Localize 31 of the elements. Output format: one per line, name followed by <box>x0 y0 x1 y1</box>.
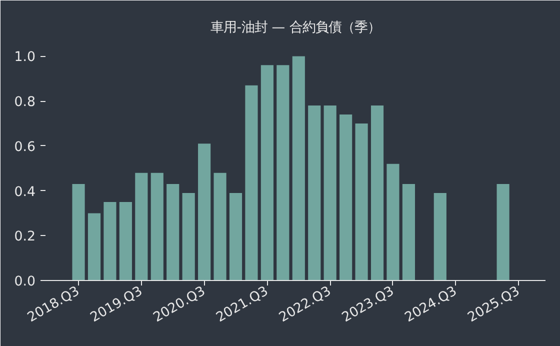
bar <box>355 123 368 280</box>
y-tick-label: 0.0 <box>14 274 36 290</box>
bar <box>260 65 274 280</box>
bar <box>402 184 415 280</box>
y-tick-label: 0.4 <box>14 184 36 200</box>
y-tick-label: 0.6 <box>14 140 36 155</box>
bar <box>340 114 352 280</box>
bar <box>135 172 148 280</box>
bar <box>245 85 258 280</box>
bar <box>182 193 195 280</box>
bar <box>72 184 85 280</box>
bar <box>166 184 180 280</box>
bar <box>198 144 211 280</box>
bar <box>150 172 164 280</box>
bar <box>496 184 510 280</box>
bar <box>434 193 446 280</box>
y-tick-label: 0.8 <box>14 95 36 110</box>
bar <box>370 106 384 280</box>
y-tick-label: 1.0 <box>14 50 36 66</box>
bar <box>88 213 101 280</box>
bar <box>292 56 305 280</box>
bar <box>308 106 321 280</box>
bar <box>386 164 400 280</box>
bar <box>324 106 336 280</box>
bar <box>276 65 290 280</box>
chart-title: 車用-油封 — 合約負債（季） <box>210 20 380 36</box>
bar <box>104 202 116 280</box>
bar <box>229 193 242 280</box>
y-tick-label: 0.2 <box>14 230 36 245</box>
bar <box>119 202 132 280</box>
bar <box>214 172 226 280</box>
